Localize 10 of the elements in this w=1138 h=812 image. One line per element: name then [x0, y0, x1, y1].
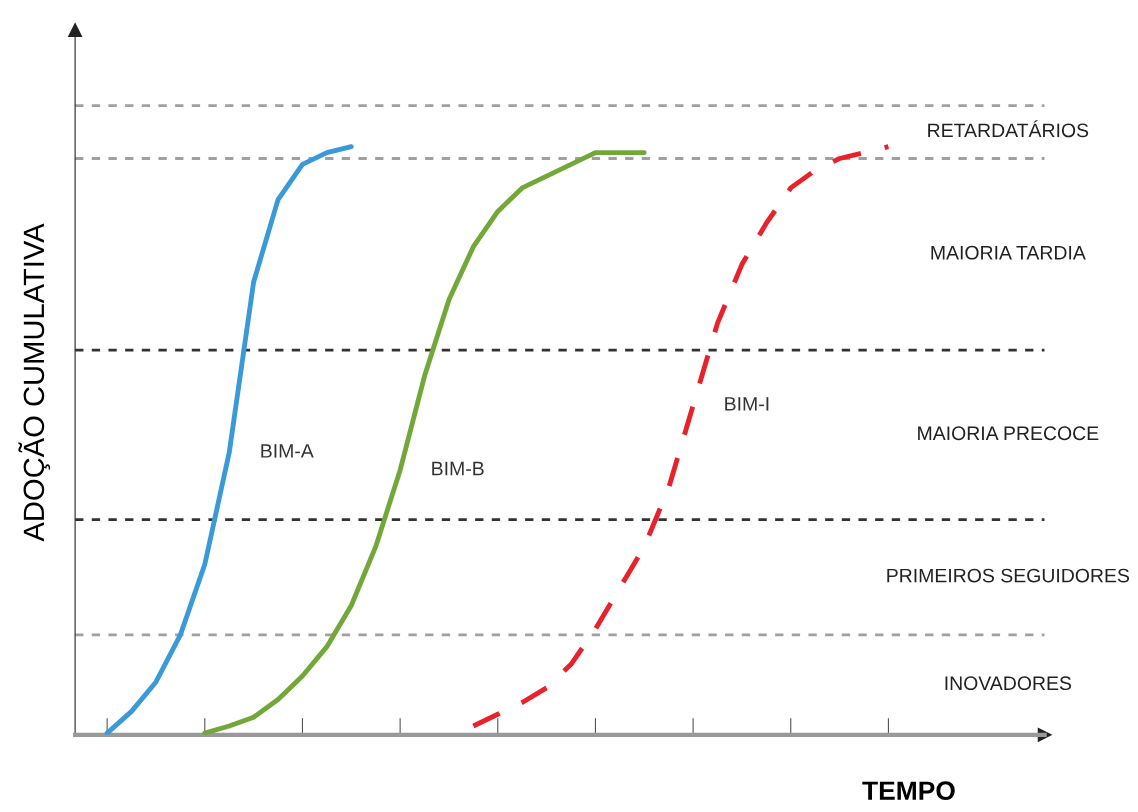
y-axis-title: ADOÇÃO CUMULATIVA — [18, 223, 51, 542]
text: RETARDATÁRIOS — [928, 120, 1089, 138]
series-label: BIM-I — [725, 397, 769, 411]
text: MAIORIA PRECOCE — [918, 426, 1099, 441]
text: MAIORIA TARDIA — [931, 245, 1086, 260]
series-label: BIM-A — [261, 444, 314, 458]
x-axis-title: TEMPO — [862, 781, 955, 801]
series-label: BIM-B — [432, 461, 484, 476]
text: INOVADORES — [945, 676, 1072, 691]
annotation: PRIMEIROS SEGUIDORES — [887, 568, 1130, 583]
